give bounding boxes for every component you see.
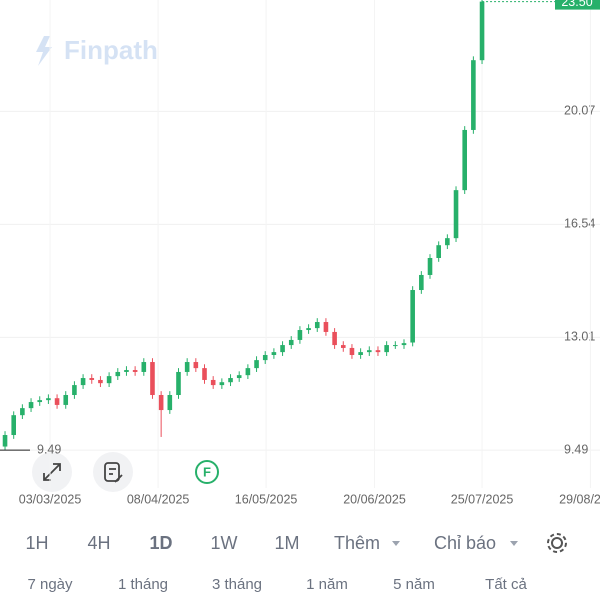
candle-body: [323, 322, 329, 332]
candle-body: [393, 345, 398, 347]
candle-body: [132, 370, 138, 372]
watermark-text: Finpath: [64, 35, 158, 65]
timeframe-button[interactable]: 1D: [149, 533, 172, 553]
candle-body: [271, 352, 277, 355]
x-tick-label: 29/08/2025: [559, 492, 600, 506]
candle-body: [479, 1, 485, 61]
timeframe-button[interactable]: 1W: [211, 533, 238, 553]
candle-body: [54, 398, 60, 405]
candle-body: [63, 395, 69, 405]
candle-body: [193, 362, 199, 369]
min-marker-label: 9.49: [37, 442, 61, 456]
candle-body: [358, 352, 363, 355]
candle-body: [410, 290, 415, 343]
candle-body: [384, 345, 389, 353]
candle-body: [210, 379, 216, 386]
candle-body: [401, 343, 407, 346]
tool-buttons: F: [32, 452, 219, 492]
candle-body: [219, 382, 225, 386]
y-tick-label: 20.07: [564, 104, 595, 118]
candle-body: [453, 190, 459, 239]
candle-body: [176, 371, 181, 396]
watermark: Finpath: [36, 35, 158, 66]
settings-gear: [547, 533, 567, 553]
candle-body: [72, 385, 77, 396]
y-tick-label: 13.01: [564, 330, 595, 344]
candle-body: [80, 378, 86, 386]
candle-body: [245, 368, 251, 376]
range-button[interactable]: 1 năm: [306, 576, 348, 593]
candle-body: [2, 435, 8, 447]
candle-body: [124, 370, 129, 372]
candle-body: [288, 339, 294, 346]
candle-body: [115, 371, 121, 377]
candle-body: [202, 368, 207, 380]
note-lines: [109, 468, 123, 483]
candle-body: [254, 360, 259, 369]
candle-body: [375, 350, 381, 353]
y-tick-label: 9.49: [564, 442, 588, 456]
candle-body: [471, 60, 476, 130]
indicators-caret: [510, 541, 518, 546]
logo-icon: [36, 36, 52, 66]
candle-body: [141, 362, 147, 372]
candle-body: [436, 245, 441, 259]
candle-body: [262, 354, 268, 361]
candle-body: [462, 129, 468, 191]
candle-body: [46, 398, 51, 401]
last-price-tag: [555, 0, 600, 10]
note-icon: [104, 462, 120, 482]
more-caret: [392, 541, 400, 546]
candle-body: [236, 375, 242, 379]
x-tick-label: 20/06/2025: [343, 492, 406, 506]
range-button[interactable]: 7 ngày: [27, 576, 73, 593]
expand-icon: [43, 463, 61, 481]
timeframe-button[interactable]: 1H: [25, 533, 48, 553]
x-tick-label: 16/05/2025: [235, 492, 298, 506]
candle-body: [89, 378, 95, 380]
candle-body: [184, 362, 190, 372]
x-tick-label: 03/03/2025: [19, 492, 82, 506]
candle-body: [427, 258, 433, 275]
fab-circle[interactable]: [195, 460, 219, 484]
range-button[interactable]: 5 năm: [393, 576, 435, 593]
candle-body: [314, 322, 320, 329]
fab-label: F: [203, 464, 211, 479]
candle-body: [280, 345, 285, 353]
candle-body: [297, 330, 303, 340]
last-price-label: 23.50: [561, 0, 592, 9]
candle-body: [37, 400, 43, 403]
candle-body: [332, 331, 337, 346]
range-button[interactable]: 1 tháng: [118, 576, 168, 593]
candle-body: [150, 362, 155, 396]
x-tick-label: 25/07/2025: [451, 492, 514, 506]
note-button[interactable]: [93, 452, 133, 492]
candle-body: [306, 328, 311, 331]
candle-body: [158, 395, 164, 411]
x-tick-label: 08/04/2025: [127, 492, 190, 506]
indicators-button[interactable]: Chỉ báo: [434, 533, 496, 553]
candle-body: [228, 378, 233, 383]
more-button[interactable]: Thêm: [334, 533, 380, 553]
candle-body: [20, 408, 25, 416]
candle-body: [28, 402, 34, 409]
settings-icon[interactable]: [551, 537, 563, 549]
range-button[interactable]: 3 tháng: [212, 576, 262, 593]
candle-body: [340, 345, 346, 348]
y-tick-label: 16.54: [564, 217, 595, 231]
candle-body: [106, 376, 112, 384]
range-button[interactable]: Tất cả: [485, 576, 527, 593]
candle-body: [98, 379, 103, 384]
candle-body: [366, 350, 372, 353]
candle-body: [11, 415, 17, 436]
timeframe-button[interactable]: 4H: [87, 533, 110, 553]
timeframe-button[interactable]: 1M: [274, 533, 299, 553]
candle-body: [349, 347, 355, 355]
candle-body: [419, 274, 424, 291]
candle-body: [445, 238, 450, 246]
candle-body: [167, 395, 173, 411]
